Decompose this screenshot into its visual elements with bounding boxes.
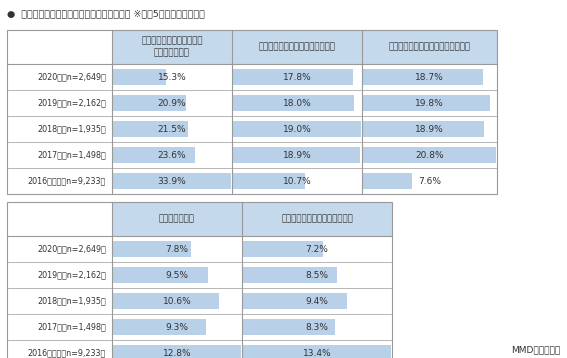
Bar — [233, 68, 353, 86]
Bar — [113, 319, 206, 335]
Text: 8.3%: 8.3% — [306, 323, 328, 332]
Text: 店舗があるから: 店舗があるから — [159, 214, 195, 223]
Text: 2017年（n=1,498）: 2017年（n=1,498） — [37, 150, 106, 160]
Bar — [363, 146, 496, 164]
Text: 20.8%: 20.8% — [415, 150, 444, 160]
Text: 18.0%: 18.0% — [282, 98, 311, 107]
Text: 19.8%: 19.8% — [415, 98, 444, 107]
Text: 17.8%: 17.8% — [282, 73, 311, 82]
Text: 15.3%: 15.3% — [158, 73, 187, 82]
Bar — [233, 146, 360, 164]
Text: 2019年（n=2,162）: 2019年（n=2,162） — [37, 98, 106, 107]
Text: 20.9%: 20.9% — [158, 98, 187, 107]
Text: 18.9%: 18.9% — [415, 125, 444, 134]
Text: 13.4%: 13.4% — [303, 348, 331, 358]
Text: 自分に合ったプランがあったから: 自分に合ったプランがあったから — [259, 43, 336, 52]
Bar — [113, 267, 208, 284]
Text: 19.0%: 19.0% — [282, 125, 311, 134]
Bar — [243, 344, 391, 358]
Bar — [243, 241, 323, 257]
Bar — [113, 173, 231, 189]
Text: 2020年（n=2,649）: 2020年（n=2,649） — [37, 245, 106, 253]
Bar — [7, 202, 392, 358]
Bar — [242, 202, 392, 236]
Text: 18.7%: 18.7% — [415, 73, 444, 82]
Bar — [232, 30, 362, 64]
Bar — [113, 292, 219, 309]
Text: MMD研究所調べ: MMD研究所調べ — [511, 345, 560, 354]
Text: 7.8%: 7.8% — [166, 245, 188, 253]
Bar — [113, 146, 195, 164]
Bar — [362, 30, 497, 64]
Text: 家族と一緒の通信事業者に
したかったから: 家族と一緒の通信事業者に したかったから — [141, 37, 203, 57]
Text: 2016年以前（n=9,233）: 2016年以前（n=9,233） — [28, 348, 106, 358]
Text: 2016年以前（n=9,233）: 2016年以前（n=9,233） — [28, 176, 106, 185]
Bar — [363, 121, 484, 137]
Bar — [243, 292, 347, 309]
Text: 33.9%: 33.9% — [158, 176, 187, 185]
Text: 7.6%: 7.6% — [418, 176, 441, 185]
Text: 18.9%: 18.9% — [282, 150, 311, 160]
Bar — [363, 95, 490, 111]
Text: 他のサービスより安いと思ったから: 他のサービスより安いと思ったから — [388, 43, 471, 52]
Text: 12.8%: 12.8% — [163, 348, 191, 358]
Text: 7.2%: 7.2% — [306, 245, 328, 253]
Text: 2018年（n=1,935）: 2018年（n=1,935） — [37, 296, 106, 305]
Bar — [7, 30, 497, 194]
Text: 9.4%: 9.4% — [306, 296, 328, 305]
Bar — [112, 202, 242, 236]
Bar — [243, 319, 335, 335]
Bar — [233, 95, 354, 111]
Text: 2020年（n=2,649）: 2020年（n=2,649） — [37, 73, 106, 82]
Text: 2019年（n=2,162）: 2019年（n=2,162） — [37, 271, 106, 280]
Bar — [243, 267, 337, 284]
Text: 9.5%: 9.5% — [166, 271, 188, 280]
Text: 10.6%: 10.6% — [163, 296, 192, 305]
Bar — [113, 344, 241, 358]
Text: ●  メインで利用している端末の契約した理由 ※上位5位抜枠、契約年別: ● メインで利用している端末の契約した理由 ※上位5位抜枠、契約年別 — [7, 9, 205, 18]
Bar — [113, 241, 191, 257]
Text: 23.6%: 23.6% — [158, 150, 187, 160]
Text: 9.3%: 9.3% — [166, 323, 188, 332]
Bar — [113, 95, 186, 111]
Text: 10.7%: 10.7% — [282, 176, 311, 185]
Text: 信頼できるサービスだったから: 信頼できるサービスだったから — [281, 214, 353, 223]
Bar — [112, 30, 232, 64]
Text: 2018年（n=1,935）: 2018年（n=1,935） — [37, 125, 106, 134]
Text: 21.5%: 21.5% — [158, 125, 187, 134]
Bar — [363, 173, 412, 189]
Bar — [233, 173, 305, 189]
Bar — [363, 68, 483, 86]
Bar — [233, 121, 361, 137]
Text: 2017年（n=1,498）: 2017年（n=1,498） — [37, 323, 106, 332]
Bar — [113, 68, 166, 86]
Text: 8.5%: 8.5% — [306, 271, 328, 280]
Bar — [113, 121, 188, 137]
